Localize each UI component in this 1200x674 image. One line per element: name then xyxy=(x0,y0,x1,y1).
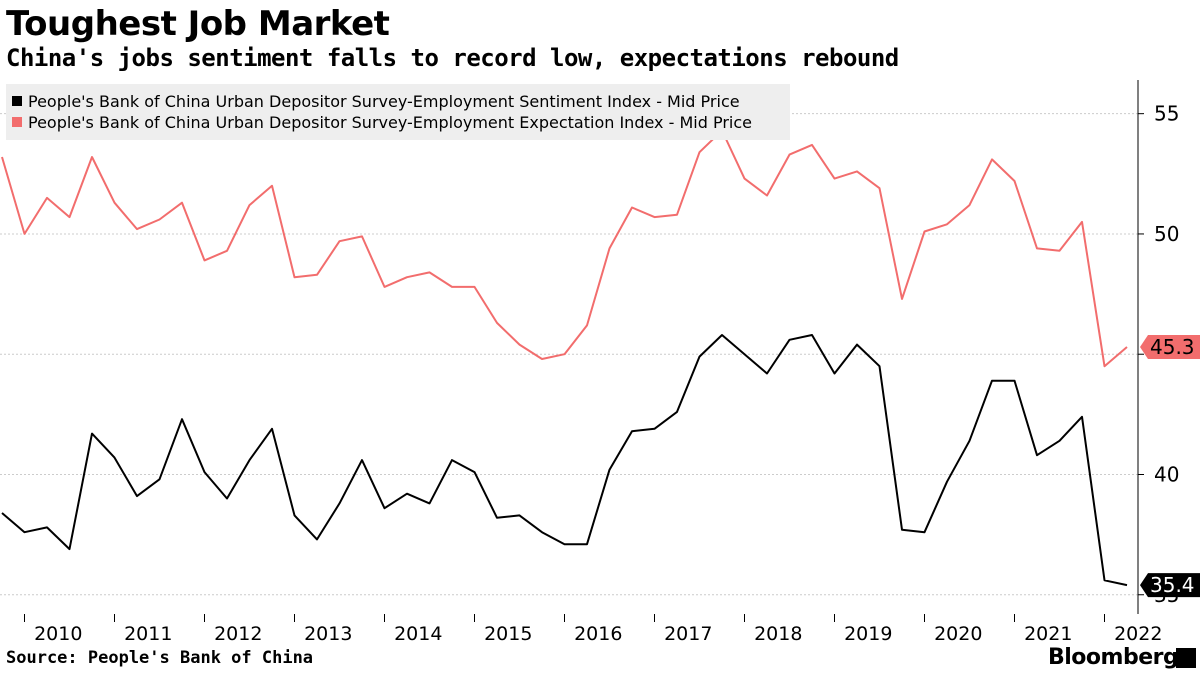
x-tick-label: 2018 xyxy=(754,623,802,645)
bloomberg-logo: Bloomberg xyxy=(1048,645,1179,670)
legend-label-expectation: People's Bank of China Urban Depositor S… xyxy=(28,112,752,132)
terminal-icon xyxy=(1176,648,1196,668)
chart-subtitle: China's jobs sentiment falls to record l… xyxy=(6,44,899,72)
y-tick-label: 55 xyxy=(1154,102,1179,126)
legend-label-sentiment: People's Bank of China Urban Depositor S… xyxy=(28,91,740,111)
x-tick-label: 2014 xyxy=(394,623,442,645)
sentiment-series-line[interactable] xyxy=(1,334,1128,587)
legend-item-sentiment[interactable]: People's Bank of China Urban Depositor S… xyxy=(12,90,740,112)
source-note: Source: People's Bank of China xyxy=(6,648,314,668)
x-tick-label: 2019 xyxy=(844,623,892,645)
expectation-last-value-tag xyxy=(1140,335,1200,359)
x-tick-label: 2017 xyxy=(664,623,712,645)
x-tick-label: 2022 xyxy=(1114,623,1162,645)
expectation-series-line[interactable] xyxy=(1,129,1128,368)
expectation-last-value-label: 45.3 xyxy=(1150,335,1195,359)
legend-swatch-sentiment xyxy=(12,96,22,106)
legend-item-expectation[interactable]: People's Bank of China Urban Depositor S… xyxy=(12,111,752,133)
x-tick-label: 2020 xyxy=(934,623,982,645)
chart-title: Toughest Job Market xyxy=(6,4,390,44)
legend-swatch-expectation xyxy=(12,117,22,127)
legend: People's Bank of China Urban Depositor S… xyxy=(6,84,790,140)
x-tick-label: 2015 xyxy=(484,623,532,645)
x-tick-label: 2013 xyxy=(304,623,352,645)
x-tick-label: 2011 xyxy=(124,623,172,645)
x-tick-label: 2012 xyxy=(214,623,262,645)
y-tick-label: 50 xyxy=(1154,222,1179,246)
sentiment-last-value-tag xyxy=(1140,573,1200,598)
x-tick-label: 2010 xyxy=(34,623,82,645)
y-tick-label: 40 xyxy=(1154,462,1179,486)
sentiment-last-value-label: 35.4 xyxy=(1150,573,1195,597)
x-tick-label: 2016 xyxy=(574,623,622,645)
x-tick-label: 2021 xyxy=(1024,623,1072,645)
